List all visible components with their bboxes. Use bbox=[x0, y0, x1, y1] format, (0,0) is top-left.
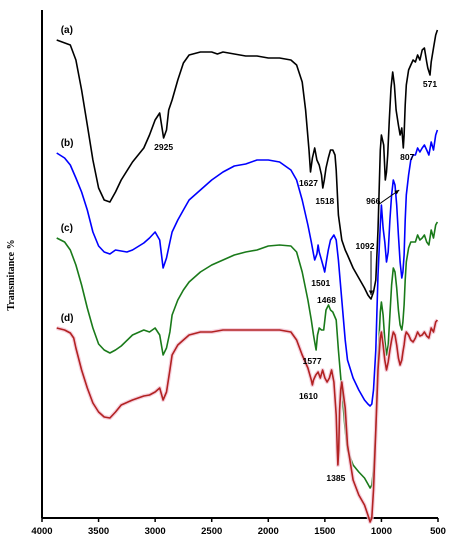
series-line-3 bbox=[56, 319, 439, 523]
series-label-1: (b) bbox=[61, 138, 74, 149]
series-label-0: (a) bbox=[61, 25, 73, 36]
annotation-0: 2925 bbox=[154, 142, 173, 152]
x-tick-label-0: 4000 bbox=[31, 526, 52, 537]
annotation-1: 1627 bbox=[299, 178, 318, 188]
annotation-5: 571 bbox=[423, 79, 437, 89]
series-label-3: (d) bbox=[61, 313, 74, 324]
x-tick-label-3: 2500 bbox=[201, 526, 222, 537]
arrow-1092-head bbox=[368, 290, 374, 295]
y-axis-label: Transmitance % bbox=[6, 239, 17, 310]
x-tick-label-5: 1500 bbox=[314, 526, 335, 537]
annotation-6: 1092 bbox=[356, 241, 375, 251]
x-tick-label-7: 500 bbox=[430, 526, 446, 537]
annotation-2: 1518 bbox=[315, 196, 334, 206]
annotation-3: 966 bbox=[366, 196, 380, 206]
x-tick-label-4: 2000 bbox=[258, 526, 279, 537]
annotation-7: 1501 bbox=[311, 278, 330, 288]
x-tick-label-2: 3000 bbox=[145, 526, 166, 537]
annotation-9: 1577 bbox=[303, 356, 322, 366]
annotation-4: 807 bbox=[400, 152, 414, 162]
annotation-8: 1468 bbox=[317, 295, 336, 305]
peak-annotations: 2925 1627 1518 966 807 571 1092 1501 1468 1577 161… bbox=[154, 79, 437, 483]
x-axis: 4000 3500 3000 2500 2000 1500 1000 500 bbox=[31, 518, 446, 537]
x-tick-label-1: 3500 bbox=[88, 526, 109, 537]
annotation-11: 1385 bbox=[326, 473, 345, 483]
annotation-10: 1610 bbox=[299, 391, 318, 401]
series-line-2 bbox=[56, 221, 439, 489]
series-line-1 bbox=[56, 129, 439, 407]
arrow-966-head bbox=[394, 190, 400, 195]
plot-area: (a) (b) (c) (d) bbox=[41, 10, 439, 524]
x-tick-label-6: 1000 bbox=[371, 526, 392, 537]
series-line-0 bbox=[56, 29, 439, 300]
series-label-2: (c) bbox=[61, 223, 73, 234]
